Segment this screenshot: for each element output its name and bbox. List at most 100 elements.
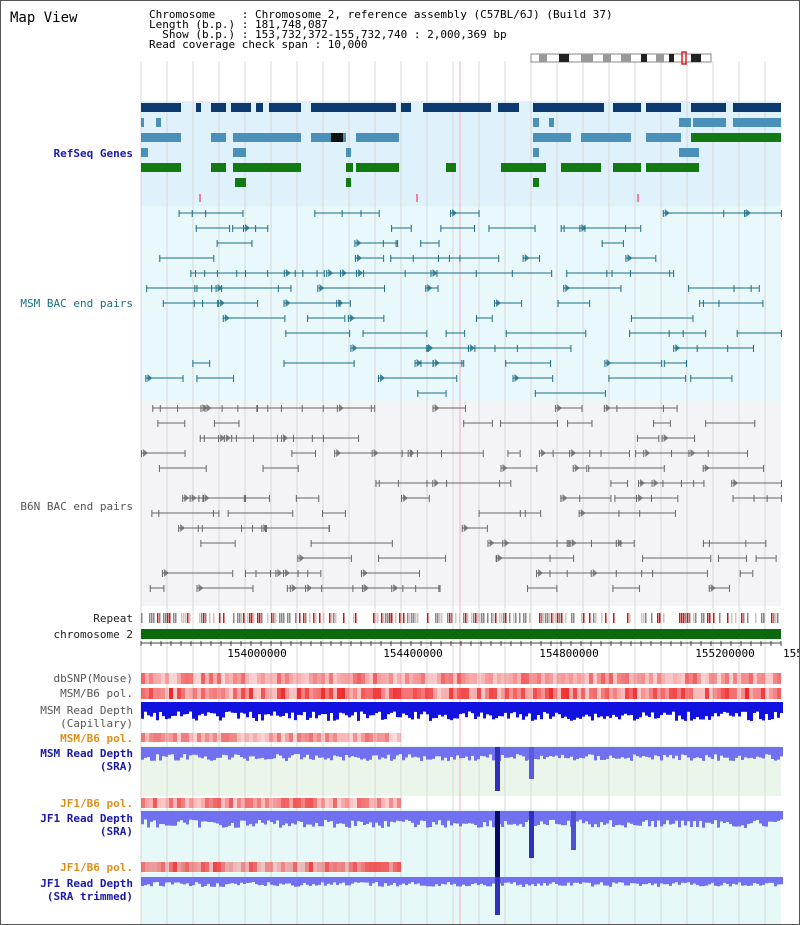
track-label-jf1-depth-trimmed[interactable]: JF1 Read Depth [40,877,133,890]
track-label-chromosome[interactable]: chromosome 2 [53,628,133,641]
depth-bar [288,877,291,884]
repeat-mark [525,613,527,623]
heat-cell [613,673,617,684]
depth-bar [171,747,174,755]
track-label-msm-b6-pol-2[interactable]: MSM/B6 pol. [60,732,133,745]
depth-bar [282,747,285,759]
gene-feature [311,133,346,142]
depth-bar [339,811,342,824]
bac-pair-arrow [489,539,495,547]
depth-bar [456,702,459,719]
gene-feature [613,103,641,112]
depth-bar [675,811,678,821]
heat-cell [673,688,677,699]
depth-bar [309,747,312,760]
heat-cell [353,673,357,684]
bac-pair-arrow [147,374,153,382]
depth-bar [666,877,669,885]
bac-pair-end [196,375,198,382]
gene-feature [498,103,519,112]
depth-bar [669,877,672,886]
depth-bar [534,811,537,827]
heat-cell [649,673,653,684]
track-label-repeat[interactable]: Repeat [93,612,133,625]
track-label-msm-b6-pol[interactable]: MSM/B6 pol. [60,687,133,700]
heat-cell [205,673,209,684]
bac-pair-end [482,450,484,457]
bac-pair-end [382,240,384,247]
depth-bar [423,747,426,757]
heat-cell [289,862,293,872]
depth-bar [591,877,594,887]
gene-feature [199,194,201,202]
depth-bar [234,811,237,828]
bac-pair-end [491,420,493,427]
heat-cell [489,673,493,684]
bac-pair-end [572,465,574,472]
bac-pair-arrow [502,464,508,472]
bac-pair-end [673,345,675,352]
bac-pair-end [781,495,782,502]
depth-bar [717,877,720,887]
bac-pair-end [781,210,782,217]
heat-cell [717,688,721,699]
depth-bar [633,747,636,755]
heat-cell [329,862,333,872]
heat-cell [317,862,321,872]
depth-bar [150,702,153,717]
bac-pair-end [161,570,163,577]
track-label-msm-depth-sra[interactable]: MSM Read Depth [40,747,133,760]
depth-bar [717,702,720,717]
depth-bar [414,811,417,828]
bac-pair-end [705,420,707,427]
heat-cell [297,798,301,808]
depth-bar [588,811,591,825]
bac-pair-end [354,255,356,262]
heat-cell [625,673,629,684]
track-label-jf1-b6-pol[interactable]: JF1/B6 pol. [60,797,133,810]
track-label-msm-depth-capillary[interactable]: MSM Read Depth [40,704,133,717]
depth-bar [177,747,180,761]
depth-bar [498,702,501,717]
heat-cell [309,862,313,872]
bac-pair-end [267,225,269,232]
track-label-jf1-depth-sra[interactable]: JF1 Read Depth [40,812,133,825]
heat-cell [185,673,189,684]
heat-cell [237,673,241,684]
heat-cell [317,688,321,699]
axis-tick-label: 154000000 [227,647,287,660]
depth-bar [714,747,717,755]
bac-pair-end [696,345,698,352]
track-label-jf1-depth-trimmed-sub: (SRA trimmed) [46,890,133,903]
depth-bar [228,702,231,712]
heat-cell [305,798,309,808]
heat-cell [149,688,153,699]
heat-cell [341,673,345,684]
repeat-mark [399,613,401,623]
depth-bar [423,811,426,822]
depth-bar [525,702,528,717]
track-label-refseq[interactable]: RefSeq Genes [53,147,133,160]
depth-bar [657,702,660,719]
heat-cell [457,673,461,684]
heat-cell [265,862,269,872]
bac-pair-end [200,540,202,547]
bac-pair-end [710,555,712,562]
bac-pair-end [622,240,624,247]
heat-cell [729,688,733,699]
bac-pair-end [556,420,558,427]
track-label-jf1-b6-pol-2[interactable]: JF1/B6 pol. [60,861,133,874]
repeat-mark [417,613,419,623]
depth-bar [597,702,600,718]
track-label-dbsnp[interactable]: dbSNP(Mouse) [53,672,133,685]
heat-cell [629,688,633,699]
bac-pair-end [199,435,201,442]
track-label-msm-bac[interactable]: MSM BAC end pairs [20,297,133,310]
depth-bar [405,702,408,716]
track-label-b6n-bac[interactable]: B6N BAC end pairs [20,500,133,513]
bac-pair-end [625,255,627,262]
gene-feature [256,103,263,112]
depth-bar [297,811,300,822]
repeat-mark [693,613,695,623]
depth-bar [354,877,357,883]
